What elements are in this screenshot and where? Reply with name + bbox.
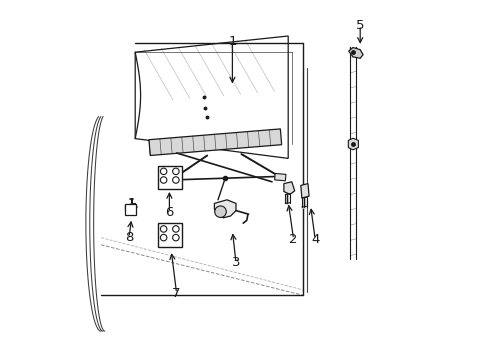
Polygon shape (215, 200, 236, 218)
Text: 6: 6 (165, 206, 173, 219)
Text: 7: 7 (172, 287, 181, 300)
Text: 5: 5 (356, 19, 365, 32)
Text: 2: 2 (290, 233, 298, 246)
Polygon shape (284, 182, 294, 194)
Polygon shape (348, 138, 358, 150)
Text: 1: 1 (228, 35, 237, 48)
Polygon shape (301, 184, 309, 198)
Text: 3: 3 (232, 256, 240, 269)
Polygon shape (149, 129, 282, 156)
FancyBboxPatch shape (158, 223, 182, 247)
Polygon shape (349, 48, 363, 58)
Text: 4: 4 (311, 233, 319, 246)
FancyBboxPatch shape (158, 166, 182, 189)
Text: 8: 8 (125, 231, 133, 244)
Circle shape (215, 206, 226, 217)
Polygon shape (125, 203, 137, 211)
FancyBboxPatch shape (125, 204, 136, 215)
Polygon shape (274, 174, 286, 181)
Polygon shape (162, 176, 173, 185)
